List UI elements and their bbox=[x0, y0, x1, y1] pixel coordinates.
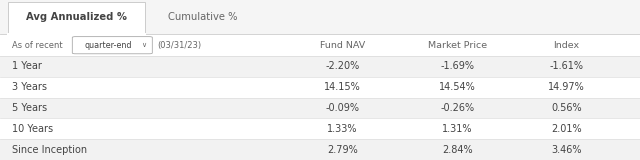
Text: -2.20%: -2.20% bbox=[325, 61, 360, 71]
Text: 1.33%: 1.33% bbox=[327, 124, 358, 134]
Bar bbox=[0, 98, 640, 118]
Text: Avg Annualized %: Avg Annualized % bbox=[26, 12, 127, 22]
Text: -0.26%: -0.26% bbox=[440, 103, 475, 113]
FancyBboxPatch shape bbox=[72, 37, 152, 54]
Text: 3.46%: 3.46% bbox=[551, 145, 582, 155]
Text: Index: Index bbox=[554, 41, 579, 50]
Text: 14.97%: 14.97% bbox=[548, 82, 585, 92]
Text: -0.09%: -0.09% bbox=[325, 103, 360, 113]
Bar bbox=[0, 118, 640, 139]
Text: 14.54%: 14.54% bbox=[439, 82, 476, 92]
Text: 14.15%: 14.15% bbox=[324, 82, 361, 92]
Bar bbox=[0, 77, 640, 98]
Text: 2.01%: 2.01% bbox=[551, 124, 582, 134]
Bar bbox=[0, 0, 640, 34]
Text: Market Price: Market Price bbox=[428, 41, 487, 50]
Text: 1 Year: 1 Year bbox=[12, 61, 42, 71]
Text: 10 Years: 10 Years bbox=[12, 124, 52, 134]
Bar bbox=[8, 2, 145, 34]
Text: As of recent: As of recent bbox=[12, 41, 62, 50]
Text: 5 Years: 5 Years bbox=[12, 103, 47, 113]
Bar bbox=[0, 34, 640, 56]
Text: Fund NAV: Fund NAV bbox=[320, 41, 365, 50]
Text: Cumulative %: Cumulative % bbox=[168, 12, 238, 22]
Text: 0.56%: 0.56% bbox=[551, 103, 582, 113]
Text: 2.79%: 2.79% bbox=[327, 145, 358, 155]
Text: 2.84%: 2.84% bbox=[442, 145, 473, 155]
Bar bbox=[0, 56, 640, 77]
Bar bbox=[0, 139, 640, 160]
Text: quarter-end: quarter-end bbox=[84, 41, 132, 50]
Text: (03/31/23): (03/31/23) bbox=[157, 41, 201, 50]
Text: 1.31%: 1.31% bbox=[442, 124, 473, 134]
Text: Since Inception: Since Inception bbox=[12, 145, 86, 155]
Text: -1.61%: -1.61% bbox=[549, 61, 584, 71]
Text: 3 Years: 3 Years bbox=[12, 82, 47, 92]
Text: ∨: ∨ bbox=[141, 42, 147, 48]
Text: -1.69%: -1.69% bbox=[440, 61, 475, 71]
